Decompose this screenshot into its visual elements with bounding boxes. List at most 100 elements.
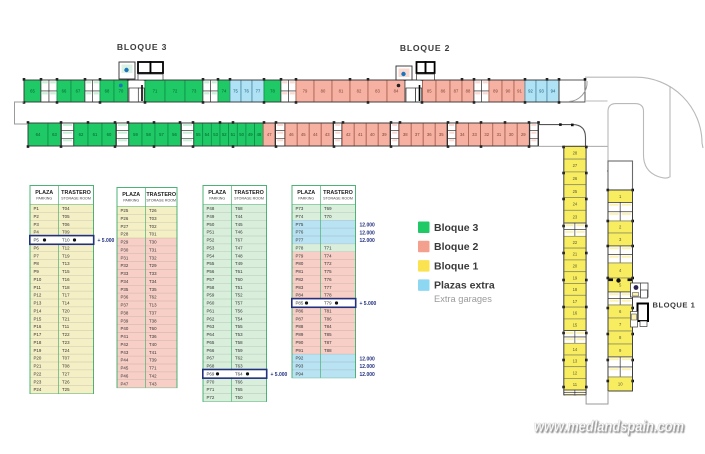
- svg-text:STORAGE ROOM: STORAGE ROOM: [146, 199, 176, 203]
- svg-text:T87: T87: [324, 340, 332, 345]
- svg-text:T78: T78: [324, 293, 332, 298]
- svg-text:T71: T71: [324, 246, 332, 251]
- svg-text:T38: T38: [149, 318, 157, 323]
- svg-text:58: 58: [146, 132, 151, 137]
- svg-text:+ 5.000: + 5.000: [98, 238, 115, 244]
- svg-text:+ 5.000: + 5.000: [271, 372, 288, 378]
- svg-text:36: 36: [427, 132, 432, 137]
- svg-text:Plazas extra: Plazas extra: [434, 280, 495, 292]
- svg-text:11: 11: [573, 382, 578, 387]
- svg-text:84: 84: [394, 89, 399, 94]
- svg-text:31: 31: [497, 132, 502, 137]
- svg-text:BLOQUE 1: BLOQUE 1: [653, 301, 696, 310]
- svg-text:T10: T10: [62, 238, 70, 243]
- svg-text:T88: T88: [324, 348, 332, 353]
- svg-text:PARKING: PARKING: [209, 197, 225, 201]
- svg-text:P53: P53: [207, 246, 215, 251]
- svg-text:P37: P37: [121, 303, 129, 308]
- svg-text:T54: T54: [235, 316, 243, 321]
- svg-text:P36: P36: [121, 295, 129, 300]
- svg-text:T37: T37: [149, 311, 157, 316]
- svg-text:P50: P50: [207, 222, 215, 227]
- svg-text:75: 75: [233, 89, 238, 94]
- svg-text:BLOQUE 2: BLOQUE 2: [400, 43, 450, 53]
- svg-text:T25: T25: [62, 387, 70, 392]
- svg-text:P80: P80: [296, 261, 304, 266]
- svg-text:44: 44: [313, 132, 318, 137]
- svg-text:12.000: 12.000: [360, 372, 376, 378]
- svg-text:P16: P16: [34, 324, 42, 329]
- svg-text:92: 92: [528, 89, 533, 94]
- svg-text:T79: T79: [324, 301, 332, 306]
- svg-text:T15: T15: [62, 269, 70, 274]
- svg-text:T18: T18: [62, 285, 70, 290]
- svg-text:P76: P76: [296, 230, 304, 235]
- svg-text:72: 72: [173, 89, 178, 94]
- svg-text:P46: P46: [121, 374, 129, 379]
- svg-text:14: 14: [573, 347, 578, 352]
- svg-text:T71: T71: [149, 366, 157, 371]
- svg-text:12: 12: [573, 370, 578, 375]
- svg-text:P79: P79: [296, 253, 304, 258]
- svg-text:37: 37: [415, 132, 420, 137]
- svg-text:P93: P93: [296, 364, 304, 369]
- svg-text:T69: T69: [324, 206, 332, 211]
- svg-text:15: 15: [573, 323, 578, 328]
- svg-text:25: 25: [573, 189, 578, 194]
- svg-text:PLAZA: PLAZA: [35, 190, 53, 196]
- svg-text:42: 42: [346, 132, 351, 137]
- svg-text:83: 83: [375, 89, 380, 94]
- svg-text:T57: T57: [235, 301, 243, 306]
- svg-text:TRASTERO: TRASTERO: [146, 192, 176, 198]
- svg-text:T72: T72: [324, 261, 332, 266]
- svg-text:60: 60: [107, 132, 112, 137]
- svg-text:T40: T40: [149, 342, 157, 347]
- svg-text:53: 53: [213, 132, 218, 137]
- svg-text:P74: P74: [296, 214, 304, 219]
- svg-text:P86: P86: [296, 309, 304, 314]
- svg-text:T44: T44: [235, 214, 243, 219]
- svg-text:P57: P57: [207, 277, 215, 282]
- svg-text:P25: P25: [121, 208, 129, 213]
- svg-text:PARKING: PARKING: [123, 199, 139, 203]
- svg-text:38: 38: [403, 132, 408, 137]
- svg-text:P29: P29: [121, 240, 129, 245]
- svg-text:T59: T59: [235, 348, 243, 353]
- svg-text:BLOQUE 3: BLOQUE 3: [117, 42, 167, 52]
- svg-text:T11: T11: [62, 324, 70, 329]
- svg-text:P66: P66: [207, 348, 215, 353]
- svg-text:76: 76: [244, 89, 249, 94]
- svg-text:94: 94: [551, 89, 556, 94]
- svg-text:73: 73: [192, 89, 197, 94]
- svg-text:90: 90: [506, 89, 511, 94]
- svg-text:16: 16: [573, 311, 578, 316]
- svg-text:P81: P81: [296, 269, 304, 274]
- svg-text:T65: T65: [235, 387, 243, 392]
- svg-text:T66: T66: [235, 379, 243, 384]
- svg-text:P64: P64: [207, 332, 215, 337]
- svg-text:Extra garages: Extra garages: [434, 294, 492, 304]
- svg-text:P61: P61: [207, 309, 215, 314]
- svg-text:T35: T35: [149, 287, 157, 292]
- svg-text:P6: P6: [34, 246, 40, 251]
- svg-text:T74: T74: [324, 253, 332, 258]
- svg-text:P44: P44: [121, 358, 129, 363]
- svg-text:+ 5.000: + 5.000: [360, 301, 377, 307]
- svg-text:T61: T61: [235, 269, 243, 274]
- svg-text:PLAZA: PLAZA: [297, 190, 315, 196]
- svg-text:P14: P14: [34, 309, 42, 314]
- svg-text:P2: P2: [34, 214, 40, 219]
- svg-text:TRASTERO: TRASTERO: [61, 190, 91, 196]
- svg-text:74: 74: [222, 89, 227, 94]
- svg-text:T21: T21: [62, 316, 70, 321]
- svg-text:T75: T75: [324, 269, 332, 274]
- svg-text:T62: T62: [235, 356, 243, 361]
- svg-text:64: 64: [36, 132, 41, 137]
- svg-text:66: 66: [62, 89, 67, 94]
- svg-text:P8: P8: [34, 261, 40, 266]
- svg-text:P90: P90: [296, 340, 304, 345]
- svg-text:P88: P88: [296, 324, 304, 329]
- svg-text:T47: T47: [235, 246, 243, 251]
- svg-text:www.medlandspain.com: www.medlandspain.com: [534, 419, 684, 436]
- svg-text:T68: T68: [235, 206, 243, 211]
